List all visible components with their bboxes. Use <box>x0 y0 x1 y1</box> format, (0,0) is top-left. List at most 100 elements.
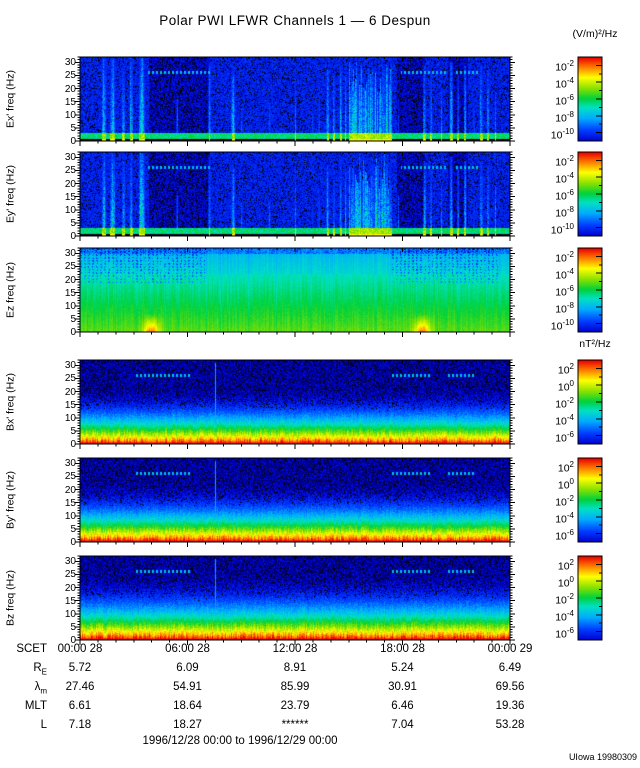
y-tick-label: 0 <box>70 635 76 646</box>
y-tick-label: 10 <box>64 510 76 522</box>
ephemeris-value: 5.24 <box>391 662 414 674</box>
y-tick-label: 15 <box>64 497 76 509</box>
spectrogram-panel-by <box>80 458 510 542</box>
y-tick-label: 15 <box>64 191 76 203</box>
y-axis-label-ex: Ex' freq (Hz) <box>4 70 17 129</box>
y-tick-label: 20 <box>64 484 76 496</box>
y-tick-label: 25 <box>64 471 76 483</box>
magnetic-units-label: nT²/Hz <box>579 338 611 350</box>
ephemeris-value: 30.91 <box>388 681 417 693</box>
panel-axes-bz <box>75 555 515 645</box>
y-tick-label: 20 <box>64 582 76 594</box>
ephemeris-row-label: RE <box>33 662 47 677</box>
colorbar-tick-label: 10-10 <box>550 221 574 237</box>
x-tick-label: 12:00 28 <box>272 643 318 655</box>
y-tick-label: 5 <box>70 313 76 325</box>
y-tick-label: 30 <box>64 248 76 260</box>
colorbar-tick-label: 102 <box>557 460 574 475</box>
y-tick-label: 20 <box>64 83 76 95</box>
ephemeris-value: 6.49 <box>498 662 522 674</box>
colorbar-tick-label: 100 <box>557 575 574 590</box>
y-tick-label: 10 <box>64 204 76 216</box>
ephemeris-value: 18.27 <box>173 719 202 731</box>
y-tick-label: 25 <box>64 70 76 82</box>
y-tick-label: 5 <box>70 122 76 134</box>
y-tick-label: 5 <box>70 217 76 229</box>
ephemeris-value: 54.91 <box>173 681 202 693</box>
colorbar-tick-label: 10-4 <box>555 412 574 428</box>
y-tick-label: 15 <box>64 287 76 299</box>
y-tick-label: 25 <box>64 373 76 385</box>
y-tick-label: 30 <box>64 556 76 568</box>
credit-label: UIowa 19980309 <box>568 752 637 762</box>
colorbar-tick-label: 10-8 <box>555 204 574 220</box>
ephemeris-value: 7.04 <box>391 719 414 731</box>
y-tick-label: 10 <box>64 608 76 620</box>
y-tick-label: 15 <box>64 96 76 108</box>
y-tick-label: 20 <box>64 274 76 286</box>
spectrogram-panel-ez <box>80 248 510 332</box>
x-tick-label: 06:00 28 <box>165 643 210 655</box>
x-tick-label: 00:00 29 <box>487 643 533 655</box>
colorbar-tick-label: 100 <box>557 477 574 492</box>
panel-axes-ex <box>75 56 515 146</box>
ephemeris-value: 6.61 <box>68 700 92 712</box>
colorbar-tick-label: 10-8 <box>555 300 574 316</box>
colorbar-tick-label: 10-2 <box>555 592 574 607</box>
y-tick-label: 0 <box>70 136 76 147</box>
y-tick-label: 5 <box>70 523 76 535</box>
colorbar-tick-label: 10-6 <box>555 625 574 641</box>
panel-axes-bx <box>75 359 515 449</box>
colorbar-tick-label: 10-6 <box>555 93 574 108</box>
y-tick-label: 30 <box>64 152 76 164</box>
colorbar-tick-label: 10-4 <box>555 608 574 624</box>
colorbar-tick-label: 10-6 <box>555 527 574 543</box>
y-tick-label: 5 <box>70 621 76 633</box>
colorbar-tick-label: 10-2 <box>555 250 574 265</box>
colorbar-axes-bx <box>577 359 603 445</box>
y-tick-label: 20 <box>64 178 76 190</box>
y-tick-label: 0 <box>70 537 76 548</box>
y-tick-label: 0 <box>70 327 76 338</box>
x-tick-label: 00:00 28 <box>57 643 103 655</box>
colorbar-tick-label: 10-8 <box>555 109 574 125</box>
y-tick-label: 0 <box>70 439 76 450</box>
ephemeris-value: 23.79 <box>280 700 310 712</box>
colorbar-tick-label: 10-4 <box>555 510 574 526</box>
page-title: Polar PWI LFWR Channels 1 — 6 Despun <box>159 13 431 28</box>
colorbar-axes-ex <box>577 56 603 142</box>
x-tick-label: 18:00 28 <box>380 643 425 655</box>
time-range-label: 1996/12/28 00:00 to 1996/12/29 00:00 <box>142 735 338 747</box>
spectrogram-panel-bz <box>80 556 510 640</box>
y-tick-label: 10 <box>64 300 76 312</box>
y-tick-label: 25 <box>64 261 76 273</box>
spectrogram-panel-ex <box>80 57 510 141</box>
ephemeris-value: 18.64 <box>173 700 202 712</box>
y-tick-label: 15 <box>64 595 76 607</box>
y-tick-label: 15 <box>64 399 76 411</box>
spectrogram-panel-bx <box>80 360 510 444</box>
colorbar-tick-label: 10-6 <box>555 188 574 203</box>
scet-label: SCET <box>16 643 47 655</box>
panel-axes-ez <box>75 247 515 337</box>
colorbar-tick-label: 10-2 <box>555 59 574 74</box>
colorbar-tick-label: 10-2 <box>555 494 574 509</box>
ephemeris-value: 6.09 <box>176 662 199 674</box>
y-axis-label-by: By' freq (Hz) <box>4 471 17 530</box>
colorbar-tick-label: 102 <box>557 362 574 377</box>
colorbar-tick-label: 10-6 <box>555 429 574 445</box>
ephemeris-row-label: MLT <box>24 700 47 712</box>
colorbar-tick-label: 10-6 <box>555 284 574 299</box>
colorbar-tick-label: 10-4 <box>555 171 574 186</box>
y-tick-label: 5 <box>70 425 76 437</box>
ephemeris-value: 19.36 <box>495 700 525 712</box>
panel-axes-by <box>75 457 515 547</box>
y-tick-label: 25 <box>64 569 76 581</box>
ephemeris-value: 85.99 <box>280 681 310 693</box>
colorbar-tick-label: 10-2 <box>555 396 574 411</box>
y-tick-label: 25 <box>64 165 76 177</box>
panel-axes-ey <box>75 151 515 241</box>
y-tick-label: 10 <box>64 109 76 121</box>
colorbar-axes-by <box>577 457 603 543</box>
